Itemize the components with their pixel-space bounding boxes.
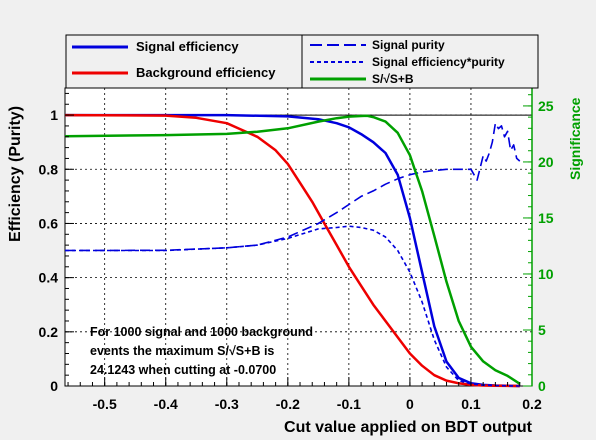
series-line-signal-purity — [64, 122, 521, 252]
x-tick-label: -0.3 — [215, 396, 239, 412]
annotation-line-1: For 1000 signal and 1000 background — [90, 325, 313, 339]
annotation: For 1000 signal and 1000 background even… — [90, 325, 313, 377]
y-tick-label: 0 — [50, 378, 58, 394]
y-right-tick-label: 25 — [538, 98, 554, 114]
x-tick-label: -0.5 — [93, 396, 117, 412]
plot-area — [64, 87, 533, 387]
x-tick-label: -0.2 — [276, 396, 300, 412]
annotation-line-2: events the maximum S/√S+B is — [90, 344, 274, 358]
y-tick-label: 0.4 — [39, 270, 59, 286]
series-line-signal-efficiency-purity — [65, 225, 520, 387]
x-tick-label: -0.4 — [154, 396, 178, 412]
x-tick-label: 0.1 — [461, 396, 481, 412]
x-tick-label: 0 — [406, 396, 414, 412]
y-right-tick-label: 10 — [538, 266, 554, 282]
legend-label-significance: S/√S+B — [372, 72, 414, 86]
legend-label-background-efficiency: Background efficiency — [136, 65, 276, 80]
y-tick-label: 0.8 — [39, 161, 59, 177]
axes-layer — [65, 88, 533, 387]
annotation-line-3: 24.1243 when cutting at -0.0700 — [90, 363, 276, 377]
y-tick-label: 0.6 — [39, 215, 59, 231]
legend-label-signal-purity: Signal purity — [372, 38, 445, 52]
legend-label-signal-efficiency-purity: Signal efficiency*purity — [372, 55, 505, 69]
legend-left-box — [65, 34, 303, 89]
legend-left: Signal efficiency Background efficiency — [65, 34, 303, 89]
y-right-tick-label: 15 — [538, 210, 554, 226]
x-axis-title: Cut value applied on BDT output — [284, 419, 533, 436]
y-axis-title: Efficiency (Purity) — [7, 106, 24, 242]
y-right-tick-label: 0 — [538, 378, 546, 394]
series-line-background-efficiency — [64, 113, 520, 388]
x-tick-label: 0.2 — [522, 396, 542, 412]
y-right-tick-label: 20 — [538, 154, 554, 170]
y-tick-label: 0.2 — [39, 324, 59, 340]
y-tick-label: 1 — [50, 107, 58, 123]
legend-right: Signal purity Signal efficiency*purity S… — [301, 34, 539, 89]
y-right-axis-title: Significance — [567, 97, 583, 180]
x-tick-label: -0.1 — [337, 396, 361, 412]
labels-layer: -0.5 -0.4 -0.3 -0.2 -0.1 0 0.1 0.2 0 0.2 0.4 0.6 0.8… — [39, 98, 554, 412]
legend-label-signal-efficiency: Signal efficiency — [136, 39, 239, 54]
y-right-tick-label: 5 — [538, 322, 546, 338]
series-layer — [64, 113, 521, 388]
series-line-s-s-b — [64, 114, 521, 385]
